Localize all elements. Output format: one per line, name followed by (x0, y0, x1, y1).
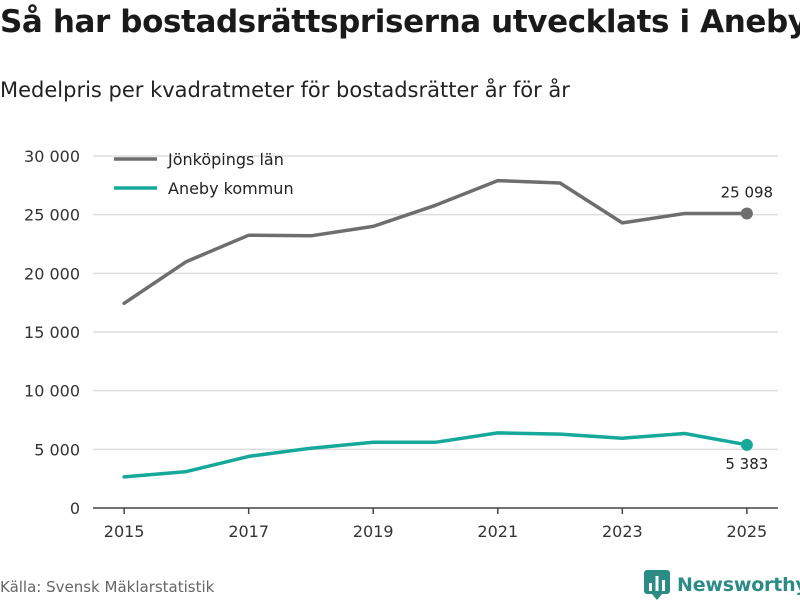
y-tick-label: 15 000 (24, 323, 80, 342)
end-point-marker (740, 207, 753, 220)
chart-subtitle: Medelpris per kvadratmeter för bostadsrä… (0, 78, 570, 102)
gridlines (93, 155, 778, 451)
y-tick-label: 30 000 (24, 147, 80, 166)
series-line-jonkopings-lan (122, 178, 749, 306)
y-tick-label: 20 000 (24, 264, 80, 283)
x-axis: 2015 2017 2019 2021 2023 2025 (93, 507, 778, 541)
data-label: 25 098 (721, 184, 774, 202)
x-tick-label: 2021 (477, 522, 518, 541)
legend-label: Aneby kommun (168, 179, 294, 198)
x-tick-label: 2015 (104, 522, 145, 541)
newsworthy-logo: Newsworthy (644, 570, 800, 600)
newsworthy-icon (644, 570, 670, 600)
legend-label: Jönköpings län (167, 150, 284, 169)
y-tick-label: 25 000 (24, 206, 80, 225)
x-tick-label: 2017 (228, 522, 269, 541)
line-chart: 0 5 000 10 000 15 000 20 000 25 000 30 000 201… (24, 147, 778, 541)
x-tick-label: 2023 (602, 522, 643, 541)
y-axis-ticks: 0 5 000 10 000 15 000 20 000 25 000 30 000 (24, 147, 80, 518)
chart-title: Så har bostadsrättspriserna utvecklats i… (0, 4, 800, 40)
x-tick-label: 2019 (353, 522, 394, 541)
end-point-marker (740, 438, 753, 451)
legend: Jönköpings län Aneby kommun (114, 150, 294, 198)
series-lines: 25 098 5 383 (122, 178, 774, 479)
y-tick-label: 10 000 (24, 382, 80, 401)
brand-name: Newsworthy (677, 574, 800, 596)
y-tick-label: 0 (70, 499, 80, 518)
data-label: 5 383 (725, 455, 768, 473)
source-note: Källa: Svensk Mäklarstatistik (0, 578, 215, 596)
series-line-aneby-kommun (122, 431, 749, 479)
y-tick-label: 5 000 (34, 440, 80, 459)
x-tick-label: 2025 (727, 522, 768, 541)
